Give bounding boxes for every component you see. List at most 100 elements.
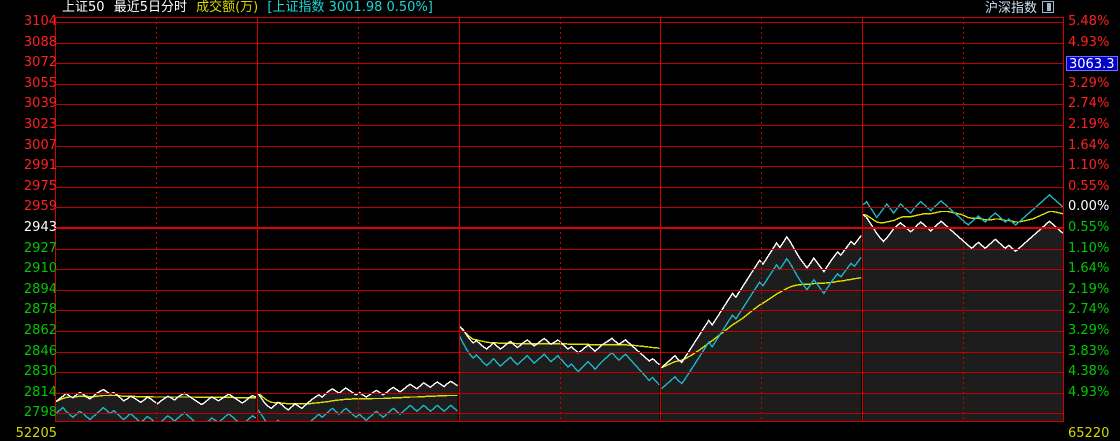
left-tick-mark bbox=[55, 413, 60, 415]
header-right-group[interactable]: 沪深指数 bbox=[985, 0, 1054, 17]
right-axis-tick: 0.00% bbox=[1068, 199, 1110, 215]
left-tick-mark bbox=[55, 166, 60, 168]
gridline bbox=[55, 269, 1064, 271]
left-axis-tick: 2927 bbox=[23, 240, 57, 256]
plot-area[interactable] bbox=[55, 17, 1064, 422]
gridline bbox=[55, 63, 1064, 65]
gridline bbox=[55, 289, 1064, 291]
volume-label[interactable]: 成交额(万) bbox=[196, 0, 259, 15]
left-axis-volume-value: 52205 bbox=[15, 426, 57, 441]
left-axis-tick: 2910 bbox=[23, 261, 57, 277]
left-tick-mark bbox=[55, 372, 60, 374]
left-axis-tick: 3055 bbox=[23, 75, 57, 91]
left-tick-mark bbox=[55, 248, 60, 250]
left-axis-tick: 3023 bbox=[23, 117, 57, 132]
right-axis-tick: 0.55% bbox=[1068, 220, 1110, 235]
right-axis-tick: 3.29% bbox=[1068, 323, 1110, 338]
session-divider bbox=[862, 17, 863, 422]
right-axis-tick: 3.83% bbox=[1068, 343, 1110, 359]
gridline bbox=[55, 83, 1064, 85]
right-axis-tick: 0.55% bbox=[1068, 178, 1110, 194]
left-axis-tick: 2862 bbox=[23, 323, 57, 338]
right-axis-title: 沪深指数 bbox=[984, 1, 1037, 16]
gridline bbox=[55, 186, 1064, 188]
right-axis-tick: 3.29% bbox=[1068, 75, 1110, 91]
session-divider bbox=[660, 17, 661, 422]
gridline bbox=[55, 248, 1064, 250]
gridline bbox=[55, 310, 1064, 312]
right-axis-tick: 4.38% bbox=[1068, 364, 1110, 380]
left-axis-tick: 2846 bbox=[23, 343, 57, 359]
header-left-group: 上证50 最近5日分时 成交额(万) [上证指数 3001.98 0.50%] bbox=[62, 0, 438, 16]
midday-marker bbox=[761, 17, 762, 422]
gridline bbox=[55, 351, 1064, 353]
gridline bbox=[55, 331, 1064, 332]
midday-marker bbox=[156, 17, 157, 422]
right-axis-tick: 2.74% bbox=[1068, 96, 1110, 112]
left-tick-mark bbox=[55, 289, 60, 291]
left-axis-tick: 3088 bbox=[23, 34, 57, 50]
session-divider bbox=[459, 17, 460, 422]
left-tick-mark bbox=[55, 42, 60, 44]
right-axis-tick: 4.93% bbox=[1068, 34, 1110, 50]
left-axis-tick: 2943 bbox=[23, 220, 57, 235]
gridline bbox=[55, 372, 1064, 374]
gridline bbox=[55, 22, 1064, 23]
left-axis-tick: 3072 bbox=[23, 55, 57, 71]
midday-marker bbox=[560, 17, 561, 422]
left-tick-mark bbox=[55, 63, 60, 65]
left-tick-mark bbox=[55, 186, 60, 188]
right-axis-volume-value: 65220 bbox=[1068, 426, 1110, 441]
period-label[interactable]: 最近5日分时 bbox=[113, 0, 187, 15]
gridline bbox=[55, 166, 1064, 168]
right-axis-tick: 2.19% bbox=[1068, 117, 1110, 132]
left-tick-mark bbox=[55, 228, 60, 229]
midday-marker bbox=[358, 17, 359, 422]
left-axis-tick: 2798 bbox=[23, 405, 57, 421]
index-quote: [上证指数 3001.98 0.50%] bbox=[267, 0, 433, 15]
left-axis-tick: 2878 bbox=[23, 302, 57, 318]
right-axis-tick: 1.64% bbox=[1068, 261, 1110, 277]
panel-toggle-icon[interactable] bbox=[1042, 1, 1054, 13]
gridline bbox=[55, 42, 1064, 44]
gridline bbox=[55, 413, 1064, 415]
left-tick-mark bbox=[55, 22, 60, 23]
left-tick-mark bbox=[55, 331, 60, 332]
left-tick-mark bbox=[55, 392, 60, 394]
left-axis-tick: 2894 bbox=[23, 281, 57, 297]
left-tick-mark bbox=[55, 351, 60, 353]
left-tick-mark bbox=[55, 145, 60, 147]
right-axis-tick: 2.19% bbox=[1068, 281, 1110, 297]
left-tick-mark bbox=[55, 207, 60, 209]
right-axis-tick: 2.74% bbox=[1068, 302, 1110, 318]
left-tick-mark bbox=[55, 310, 60, 312]
left-axis-tick: 3007 bbox=[23, 137, 57, 153]
symbol-name[interactable]: 上证50 bbox=[62, 0, 105, 15]
midday-marker bbox=[963, 17, 964, 422]
left-tick-mark bbox=[55, 269, 60, 271]
left-axis-tick: 2830 bbox=[23, 364, 57, 380]
left-axis-tick: 2814 bbox=[23, 384, 57, 400]
gridline bbox=[55, 104, 1064, 106]
left-axis-tick: 2975 bbox=[23, 178, 57, 194]
right-axis-tick: 4.93% bbox=[1068, 384, 1110, 400]
left-tick-mark bbox=[55, 125, 60, 126]
left-tick-mark bbox=[55, 83, 60, 85]
gridline bbox=[55, 207, 1064, 209]
current-price-tag: 3063.3 bbox=[1066, 56, 1118, 72]
stock-chart-app: 上证50 最近5日分时 成交额(万) [上证指数 3001.98 0.50%] … bbox=[15, 0, 1118, 441]
left-axis-tick: 3104 bbox=[23, 14, 57, 29]
right-axis-tick: 1.10% bbox=[1068, 240, 1110, 256]
gridline bbox=[55, 392, 1064, 394]
left-axis-tick: 2991 bbox=[23, 158, 57, 174]
gridline-zero bbox=[55, 227, 1064, 229]
left-axis-tick: 2959 bbox=[23, 199, 57, 215]
average-line bbox=[55, 210, 1064, 405]
right-axis-tick: 5.48% bbox=[1068, 14, 1110, 29]
gridline bbox=[55, 145, 1064, 147]
index-area-fill bbox=[56, 214, 1063, 422]
right-axis-tick: 1.64% bbox=[1068, 137, 1110, 153]
left-axis-tick: 3039 bbox=[23, 96, 57, 112]
right-axis-tick: 1.10% bbox=[1068, 158, 1110, 174]
secondary-index-line bbox=[55, 193, 1064, 422]
